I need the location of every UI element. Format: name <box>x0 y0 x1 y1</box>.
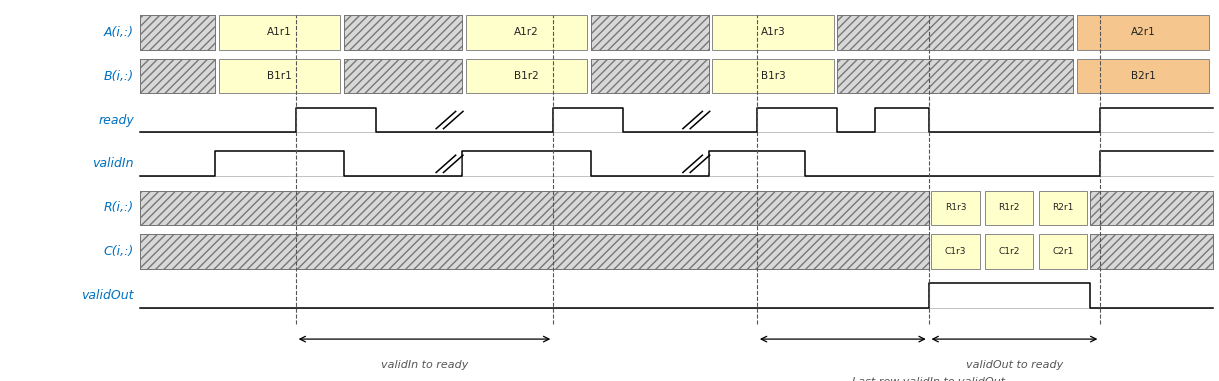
Polygon shape <box>985 190 1034 225</box>
Text: A1r3: A1r3 <box>761 27 785 37</box>
Polygon shape <box>690 155 700 173</box>
Bar <box>140 190 929 225</box>
Bar <box>837 15 1074 50</box>
Bar <box>140 59 216 93</box>
Bar <box>591 59 708 93</box>
Bar <box>591 15 708 50</box>
Text: validOut to ready: validOut to ready <box>965 360 1063 370</box>
Bar <box>837 15 1074 50</box>
Bar <box>591 59 708 93</box>
Bar <box>344 59 462 93</box>
Bar <box>1090 190 1213 225</box>
Text: Last row validIn to validOut: Last row validIn to validOut <box>852 377 1006 381</box>
Text: B1r2: B1r2 <box>514 71 539 81</box>
Bar <box>140 15 216 50</box>
Polygon shape <box>931 190 980 225</box>
Bar <box>1090 234 1213 269</box>
Text: C1r2: C1r2 <box>998 247 1020 256</box>
Polygon shape <box>1039 190 1087 225</box>
Text: validIn to ready: validIn to ready <box>380 360 468 370</box>
Polygon shape <box>450 155 460 173</box>
Polygon shape <box>985 234 1034 269</box>
Bar <box>140 234 929 269</box>
Polygon shape <box>219 15 340 50</box>
Text: A2r1: A2r1 <box>1131 27 1156 37</box>
Text: C(i,:): C(i,:) <box>104 245 134 258</box>
Text: A1r2: A1r2 <box>514 27 539 37</box>
Text: R(i,:): R(i,:) <box>104 201 134 214</box>
Polygon shape <box>219 59 340 93</box>
Text: A1r1: A1r1 <box>267 27 293 37</box>
Polygon shape <box>697 155 707 173</box>
Text: B1r3: B1r3 <box>761 71 785 81</box>
Polygon shape <box>1039 234 1087 269</box>
Text: C2r1: C2r1 <box>1052 247 1074 256</box>
Text: B1r1: B1r1 <box>267 71 293 81</box>
Bar <box>1090 190 1213 225</box>
Polygon shape <box>690 111 700 129</box>
Bar <box>140 234 929 269</box>
Text: R2r1: R2r1 <box>1052 203 1074 212</box>
Bar <box>344 15 462 50</box>
Text: A(i,:): A(i,:) <box>104 26 134 39</box>
Polygon shape <box>712 15 834 50</box>
Bar <box>1090 234 1213 269</box>
Text: B2r1: B2r1 <box>1131 71 1156 81</box>
Polygon shape <box>712 59 834 93</box>
Bar <box>140 190 929 225</box>
Text: validIn: validIn <box>93 157 134 170</box>
Polygon shape <box>1078 15 1209 50</box>
Bar <box>837 59 1074 93</box>
Bar <box>344 59 462 93</box>
Text: B(i,:): B(i,:) <box>104 70 134 83</box>
Polygon shape <box>466 59 588 93</box>
Bar <box>837 59 1074 93</box>
Polygon shape <box>442 155 452 173</box>
Bar <box>591 15 708 50</box>
Polygon shape <box>442 111 452 129</box>
Polygon shape <box>466 15 588 50</box>
Bar <box>344 15 462 50</box>
Bar <box>140 59 216 93</box>
Polygon shape <box>697 111 707 129</box>
Text: C1r3: C1r3 <box>945 247 967 256</box>
Text: ready: ready <box>99 114 134 126</box>
Text: validOut: validOut <box>82 289 134 302</box>
Text: R1r3: R1r3 <box>945 203 967 212</box>
Bar <box>140 15 216 50</box>
Polygon shape <box>450 111 460 129</box>
Text: R1r2: R1r2 <box>998 203 1020 212</box>
Polygon shape <box>931 234 980 269</box>
Polygon shape <box>1078 59 1209 93</box>
